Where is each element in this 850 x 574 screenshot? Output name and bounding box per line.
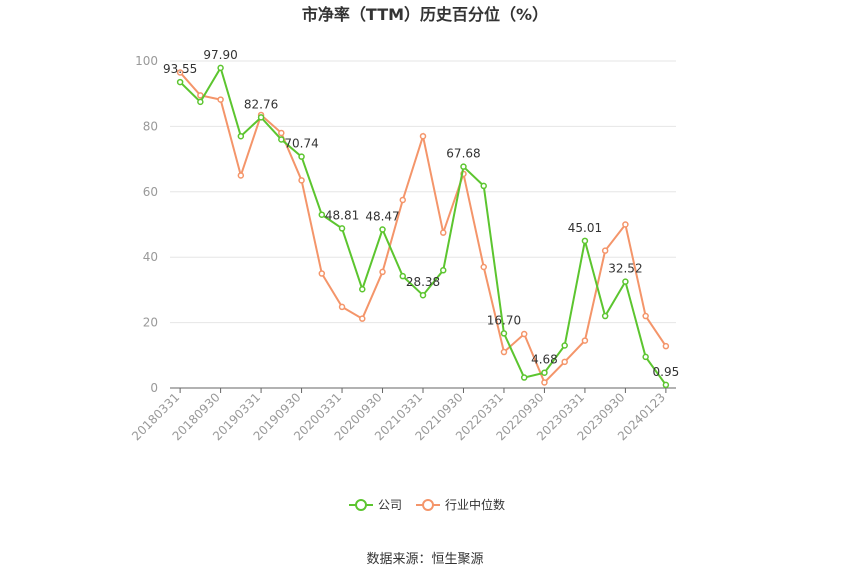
data-point[interactable] bbox=[318, 211, 326, 218]
y-axis: 0 20 40 60 80 100 bbox=[135, 54, 158, 395]
y-tick-label: 60 bbox=[143, 185, 158, 199]
y-tick-label: 40 bbox=[143, 250, 158, 264]
data-point[interactable] bbox=[500, 330, 508, 337]
data-point[interactable] bbox=[561, 358, 568, 366]
data-point[interactable] bbox=[419, 132, 427, 140]
data-point[interactable] bbox=[359, 285, 366, 293]
data-label: 16.70 bbox=[487, 313, 521, 327]
data-labels: 93.55 97.90 82.76 70.74 48.81 48.47 28.38 67.68… bbox=[163, 48, 679, 379]
grid-lines bbox=[170, 60, 676, 324]
data-label: 48.47 bbox=[365, 210, 399, 224]
data-point[interactable] bbox=[237, 132, 245, 140]
data-point[interactable] bbox=[237, 172, 245, 179]
data-point[interactable] bbox=[338, 303, 346, 311]
y-tick-label: 20 bbox=[143, 316, 158, 330]
data-point[interactable] bbox=[480, 182, 487, 190]
data-point[interactable] bbox=[622, 278, 629, 285]
series-layer bbox=[176, 64, 670, 389]
data-point[interactable] bbox=[419, 291, 427, 299]
legend[interactable]: 公司 行业中位数 bbox=[349, 497, 505, 512]
data-label: 45.01 bbox=[568, 221, 602, 235]
chart-title: 市净率（TTM）历史百分位（%） bbox=[302, 5, 548, 24]
y-tick-label: 80 bbox=[143, 119, 158, 133]
y-tick-label: 100 bbox=[135, 54, 158, 68]
data-point[interactable] bbox=[318, 270, 326, 277]
data-point[interactable] bbox=[662, 342, 670, 350]
data-point[interactable] bbox=[601, 312, 609, 320]
source-note: 数据来源：恒生聚源 bbox=[366, 552, 483, 567]
data-point[interactable] bbox=[480, 263, 487, 271]
data-point[interactable] bbox=[338, 225, 346, 232]
data-point[interactable] bbox=[197, 92, 204, 99]
data-point[interactable] bbox=[399, 272, 407, 280]
data-point[interactable] bbox=[298, 177, 305, 184]
data-label: 0.95 bbox=[653, 365, 680, 379]
data-point[interactable] bbox=[439, 229, 447, 236]
legend-marker bbox=[355, 499, 367, 511]
x-axis: 2018033120180930201903312019093020200331… bbox=[129, 387, 676, 443]
data-point[interactable] bbox=[379, 268, 386, 276]
data-point[interactable] bbox=[561, 342, 568, 349]
y-tick-label: 0 bbox=[150, 381, 158, 395]
data-label: 70.74 bbox=[284, 137, 318, 151]
data-point[interactable] bbox=[622, 221, 629, 228]
data-point[interactable] bbox=[601, 247, 609, 254]
data-point[interactable] bbox=[581, 337, 589, 344]
legend-item-0[interactable]: 公司 bbox=[349, 498, 402, 512]
data-label: 32.52 bbox=[608, 262, 642, 276]
legend-label: 行业中位数 bbox=[445, 497, 505, 512]
data-point[interactable] bbox=[359, 315, 366, 322]
data-point[interactable] bbox=[460, 163, 467, 170]
data-point[interactable] bbox=[399, 196, 407, 204]
data-label: 93.55 bbox=[163, 62, 197, 76]
legend-item-1[interactable]: 行业中位数 bbox=[416, 497, 505, 512]
legend-label: 公司 bbox=[378, 498, 402, 512]
data-point[interactable] bbox=[520, 330, 528, 338]
data-label: 48.81 bbox=[325, 208, 359, 222]
data-point[interactable] bbox=[379, 226, 386, 233]
data-point[interactable] bbox=[197, 98, 204, 106]
data-label: 4.68 bbox=[531, 353, 558, 367]
data-point[interactable] bbox=[541, 369, 548, 376]
data-point[interactable] bbox=[217, 96, 224, 103]
data-label: 97.90 bbox=[203, 48, 237, 62]
data-point[interactable] bbox=[217, 64, 224, 72]
data-point[interactable] bbox=[500, 348, 508, 356]
data-point[interactable] bbox=[278, 136, 285, 143]
data-point[interactable] bbox=[642, 312, 649, 320]
data-point[interactable] bbox=[176, 78, 184, 86]
data-point[interactable] bbox=[298, 153, 305, 160]
data-point[interactable] bbox=[257, 114, 265, 121]
data-label: 67.68 bbox=[446, 147, 480, 161]
data-point[interactable] bbox=[278, 129, 285, 137]
legend-marker bbox=[422, 499, 435, 511]
data-label: 28.38 bbox=[406, 275, 440, 289]
data-point[interactable] bbox=[176, 69, 184, 76]
data-point[interactable] bbox=[439, 267, 447, 274]
data-point[interactable] bbox=[581, 237, 589, 245]
data-point[interactable] bbox=[662, 381, 670, 389]
data-point[interactable] bbox=[541, 379, 548, 386]
data-point[interactable] bbox=[520, 374, 528, 381]
data-label: 82.76 bbox=[244, 97, 278, 111]
data-point[interactable] bbox=[642, 353, 649, 361]
